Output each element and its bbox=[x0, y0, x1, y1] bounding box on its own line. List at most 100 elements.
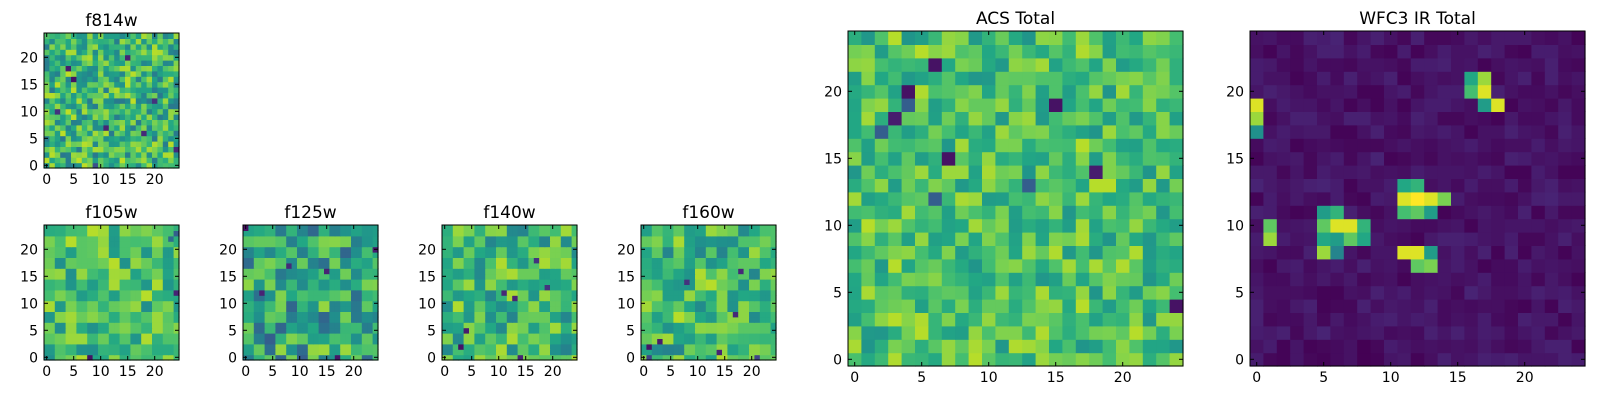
heatmap-cell bbox=[135, 343, 142, 350]
heatmap-cell bbox=[560, 327, 567, 334]
heatmap-cell bbox=[108, 311, 115, 318]
x-tick-label: 10 bbox=[291, 364, 309, 380]
heatmap-cell bbox=[1343, 218, 1358, 233]
heatmap-cell bbox=[711, 252, 718, 258]
heatmap-cell bbox=[1035, 205, 1050, 220]
heatmap-cell bbox=[1075, 218, 1090, 233]
heatmap-cell bbox=[168, 354, 175, 361]
heatmap-cell bbox=[571, 235, 578, 242]
heatmap-cell bbox=[130, 295, 137, 302]
heatmap-cell bbox=[743, 273, 750, 280]
heatmap-cell bbox=[528, 311, 535, 318]
heatmap-cell bbox=[168, 54, 175, 61]
heatmap-cell bbox=[1544, 165, 1559, 179]
heatmap-cell bbox=[125, 235, 131, 242]
heatmap-cell bbox=[307, 230, 314, 237]
heatmap-cell bbox=[550, 343, 556, 350]
heatmap-cell bbox=[1531, 57, 1546, 72]
heatmap-cell bbox=[65, 114, 72, 120]
heatmap-cell bbox=[1437, 111, 1452, 126]
heatmap-cell bbox=[749, 349, 755, 356]
heatmap-cell bbox=[1424, 258, 1439, 273]
heatmap-cell bbox=[1263, 232, 1278, 246]
heatmap-cell bbox=[1062, 191, 1077, 206]
heatmap-cell bbox=[968, 98, 983, 112]
heatmap-cell bbox=[1089, 339, 1104, 354]
heatmap-cell bbox=[1317, 325, 1331, 340]
heatmap-cell bbox=[1062, 312, 1077, 327]
heatmap-cell bbox=[1464, 218, 1479, 233]
heatmap-cell bbox=[544, 322, 551, 329]
heatmap-cell bbox=[71, 333, 77, 339]
heatmap-cell bbox=[146, 54, 153, 61]
heatmap-cell bbox=[60, 162, 67, 169]
heatmap-cell bbox=[259, 316, 266, 323]
heatmap-cell bbox=[253, 262, 260, 269]
heatmap-cell bbox=[888, 205, 903, 220]
heatmap-cell bbox=[54, 81, 61, 88]
heatmap-cell bbox=[54, 92, 61, 99]
heatmap-cell bbox=[367, 316, 374, 323]
heatmap-cell bbox=[1558, 232, 1573, 246]
heatmap-cell bbox=[544, 241, 551, 248]
heatmap-cell bbox=[641, 343, 647, 350]
heatmap-cell bbox=[722, 327, 728, 334]
heatmap-cell bbox=[103, 97, 110, 104]
heatmap-cell bbox=[668, 252, 674, 258]
heatmap-cell bbox=[754, 295, 761, 302]
heatmap-cell bbox=[1491, 138, 1506, 153]
heatmap-cell bbox=[324, 284, 330, 291]
heatmap-cell bbox=[1491, 71, 1506, 86]
heatmap-cell bbox=[651, 322, 658, 329]
heatmap-cell bbox=[1330, 299, 1345, 313]
heatmap-cell bbox=[1075, 71, 1090, 86]
heatmap-cell bbox=[275, 268, 282, 275]
heatmap-cell bbox=[135, 257, 142, 264]
heatmap-cell bbox=[539, 349, 546, 356]
heatmap-cell bbox=[259, 306, 266, 312]
y-tick-label: 5 bbox=[29, 323, 38, 339]
heatmap-cell bbox=[1357, 232, 1372, 246]
heatmap-cell bbox=[152, 70, 158, 77]
heatmap-cell bbox=[141, 76, 148, 83]
heatmap-cell bbox=[754, 273, 761, 280]
heatmap-cell bbox=[157, 124, 164, 131]
heatmap-cell bbox=[506, 230, 513, 237]
heatmap-cell bbox=[81, 257, 88, 264]
heatmap-cell bbox=[512, 225, 519, 231]
heatmap-cell bbox=[452, 268, 459, 275]
heatmap-cell bbox=[329, 295, 336, 302]
heatmap-cell bbox=[1504, 272, 1519, 287]
heatmap-cell bbox=[732, 284, 739, 291]
heatmap-cell bbox=[517, 306, 524, 312]
heatmap-cell bbox=[291, 289, 298, 296]
heatmap-cell bbox=[651, 252, 658, 258]
heatmap-cell bbox=[982, 138, 996, 153]
heatmap-cell bbox=[1250, 232, 1264, 246]
heatmap-cell bbox=[92, 246, 99, 253]
heatmap-cell bbox=[1544, 111, 1559, 126]
heatmap-cell bbox=[452, 316, 459, 323]
heatmap-cell bbox=[506, 279, 513, 285]
heatmap-cell bbox=[458, 279, 465, 285]
heatmap-cell bbox=[60, 327, 67, 334]
heatmap-cell bbox=[1075, 178, 1090, 193]
heatmap-cell bbox=[1062, 84, 1077, 99]
heatmap-cell bbox=[135, 70, 142, 77]
heatmap-cell bbox=[313, 225, 320, 231]
heatmap-cell bbox=[44, 241, 50, 248]
heatmap-cell bbox=[458, 306, 465, 312]
heatmap-cell bbox=[533, 235, 540, 242]
heatmap-cell bbox=[560, 289, 567, 296]
heatmap-cell bbox=[329, 343, 336, 350]
heatmap-cell bbox=[458, 225, 465, 231]
heatmap-cell bbox=[119, 257, 126, 264]
heatmap-cell bbox=[874, 57, 889, 72]
heatmap-cell bbox=[87, 225, 94, 231]
heatmap-cell bbox=[689, 241, 696, 248]
heatmap-cell bbox=[955, 31, 970, 45]
heatmap-cell bbox=[119, 279, 126, 285]
heatmap-cell bbox=[1022, 71, 1037, 86]
heatmap-cell bbox=[1518, 285, 1532, 300]
